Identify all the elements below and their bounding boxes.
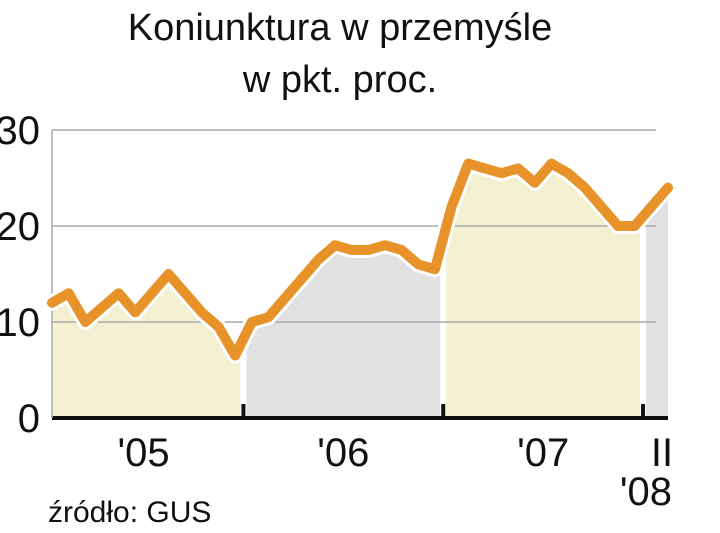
labels: 0 10 20 30 '05 '06 '07 II'08 bbox=[0, 109, 673, 514]
source: źródło: GUS bbox=[48, 496, 211, 529]
lines bbox=[44, 155, 676, 364]
fills bbox=[52, 163, 668, 418]
y-tick-label: 0 bbox=[18, 397, 40, 441]
y-tick-label: 20 bbox=[0, 205, 40, 249]
year-label: '08 bbox=[620, 470, 672, 514]
year-label: '06 bbox=[317, 431, 369, 475]
chart-subtitle: w pkt. proc. bbox=[242, 59, 437, 101]
y-tick-label: 30 bbox=[0, 109, 40, 153]
year-area bbox=[246, 245, 441, 418]
grid bbox=[51, 129, 668, 420]
chart-title: Koniunktura w przemyśle bbox=[128, 7, 553, 49]
line bbox=[47, 158, 673, 361]
year-area bbox=[446, 163, 641, 418]
year-area bbox=[646, 187, 668, 418]
year-label: '05 bbox=[117, 431, 169, 475]
x-tick-label: II bbox=[651, 431, 673, 475]
year-label: '07 bbox=[517, 431, 569, 475]
y-tick-label: 10 bbox=[0, 301, 40, 345]
